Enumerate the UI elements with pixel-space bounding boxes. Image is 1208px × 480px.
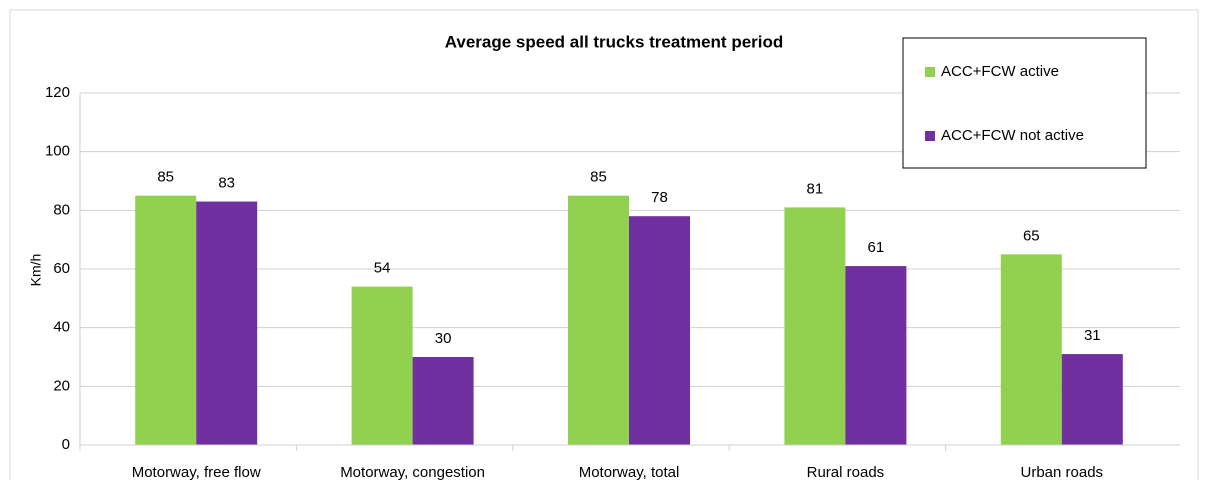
bar <box>568 195 629 445</box>
legend-label: ACC+FCW not active <box>941 127 1084 144</box>
bar <box>351 286 413 445</box>
value-label: 65 <box>1023 227 1040 244</box>
x-tick-label: Motorway, free flow <box>132 464 261 480</box>
y-axis-label: Km/h <box>28 254 44 287</box>
x-tick-label: Rural roads <box>807 464 885 480</box>
x-tick-label: Motorway, congestion <box>340 464 485 480</box>
y-tick-label: 60 <box>53 260 70 277</box>
value-label: 78 <box>651 189 668 206</box>
value-label: 85 <box>590 169 607 186</box>
y-tick-label: 80 <box>53 201 70 218</box>
y-tick-label: 100 <box>45 143 70 160</box>
bar <box>629 216 690 445</box>
value-label: 54 <box>374 260 391 277</box>
y-tick-label: 0 <box>62 436 70 453</box>
value-label: 30 <box>435 330 452 347</box>
y-tick-label: 40 <box>53 319 70 336</box>
x-tick-label: Motorway, total <box>579 464 680 480</box>
value-label: 61 <box>868 239 885 256</box>
legend-swatch <box>925 67 935 77</box>
bar <box>196 201 258 445</box>
chart-title: Average speed all trucks treatment perio… <box>445 32 784 51</box>
bar <box>1000 254 1062 445</box>
bar <box>412 357 474 445</box>
bar <box>135 195 197 445</box>
legend-box <box>902 37 1147 169</box>
value-label: 85 <box>157 169 174 186</box>
bar <box>784 207 846 445</box>
y-tick-label: 120 <box>45 84 70 101</box>
legend-label: ACC+FCW active <box>941 63 1059 80</box>
x-tick-label: Urban roads <box>1021 464 1104 480</box>
legend-swatch <box>925 131 935 141</box>
bar <box>845 266 907 445</box>
value-label: 83 <box>218 175 235 192</box>
value-label: 31 <box>1084 327 1101 344</box>
bar <box>1061 354 1123 445</box>
y-tick-label: 20 <box>53 377 70 394</box>
value-label: 81 <box>807 180 824 197</box>
